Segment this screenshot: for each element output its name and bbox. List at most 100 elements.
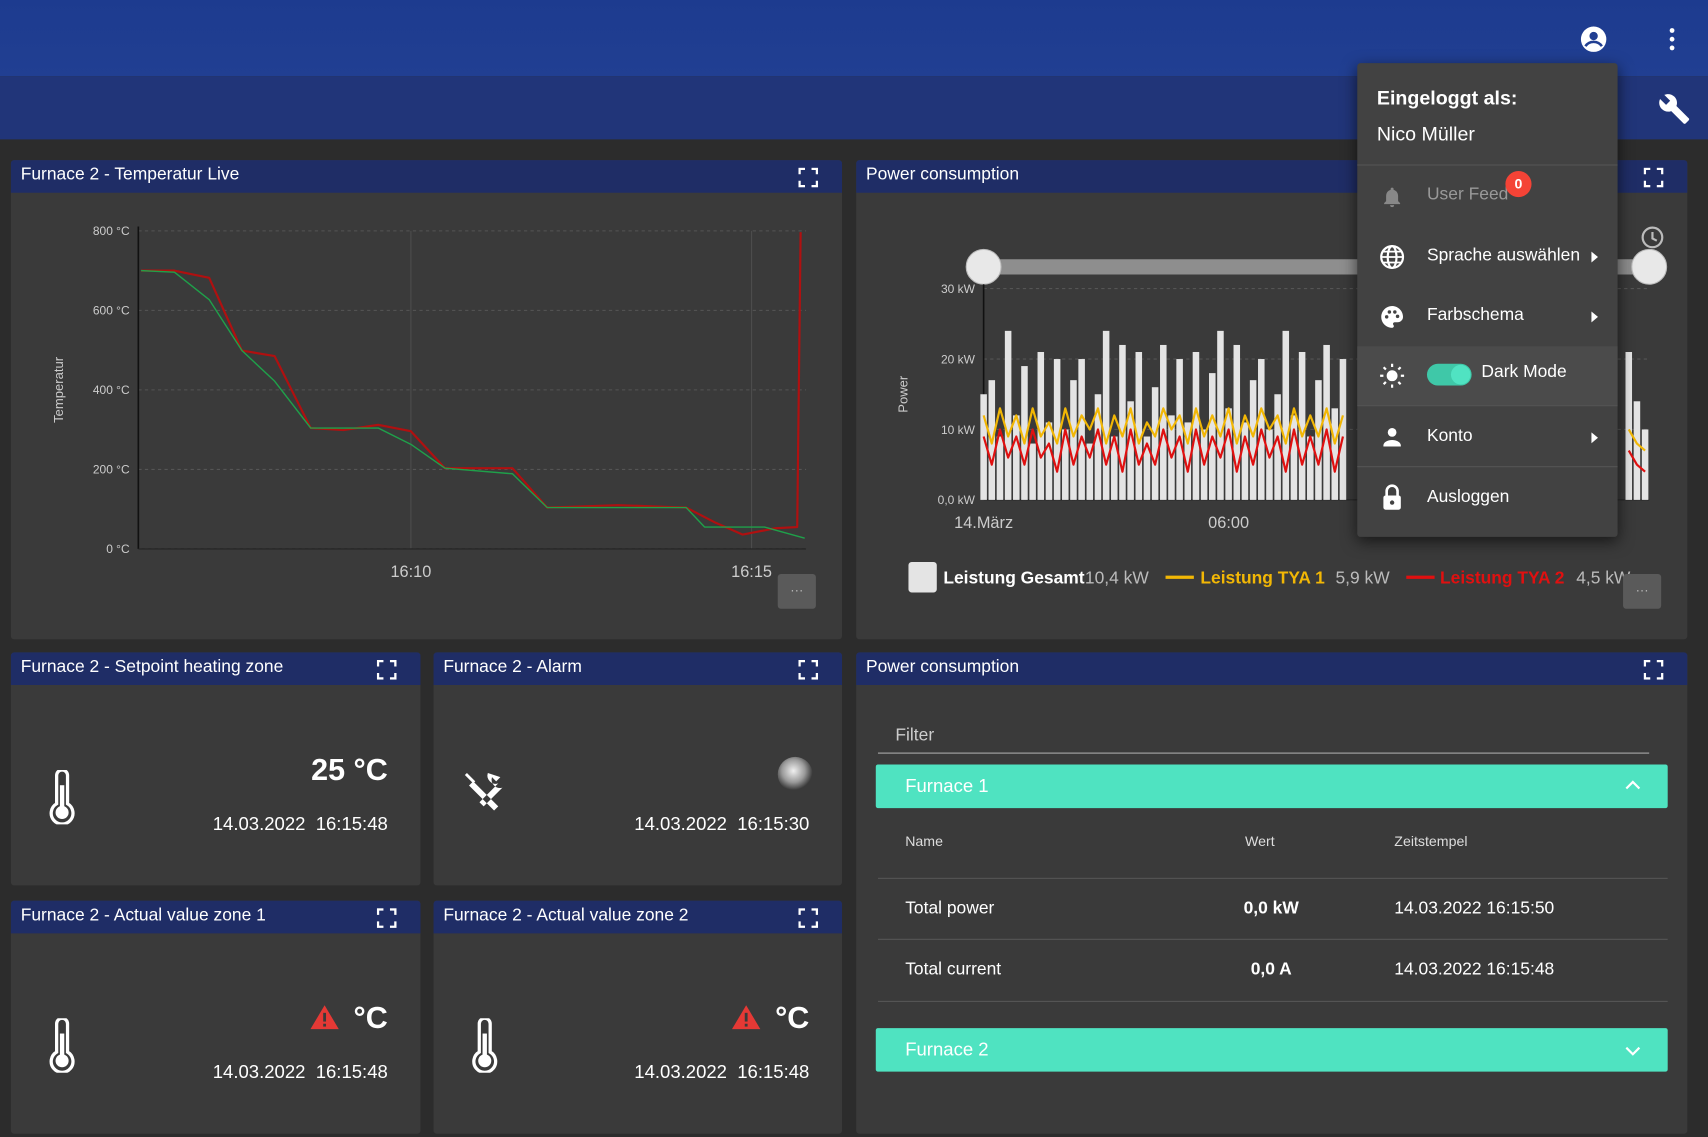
- chevron-up: [1625, 780, 1641, 790]
- bar: [1633, 401, 1641, 500]
- legend-label: Leistung TYA 2: [1440, 568, 1564, 588]
- palette-icon: [1381, 306, 1404, 328]
- badge: 0: [1505, 170, 1532, 198]
- tile-value: °C: [353, 1000, 388, 1035]
- card-title: Furnace 2 - Setpoint heating zone: [10, 652, 421, 686]
- series-line: [982, 428, 1646, 473]
- cell-timestamp: 14.03.2022 16:15:50: [1394, 899, 1555, 919]
- series-line: [141, 269, 805, 539]
- cell-name: Total current: [905, 960, 1002, 980]
- tile-timestamp: 14.03.2022 16:15:48: [634, 1061, 810, 1083]
- brightness-icon: [1380, 363, 1405, 388]
- y-axis-label: Power: [895, 375, 910, 413]
- bar: [1135, 351, 1143, 500]
- thermometer-icon: [49, 769, 75, 825]
- history-icon[interactable]: [1641, 226, 1664, 249]
- temperature-card: Furnace 2 - Temperatur Live 0 °C 200 °C 40…: [10, 160, 843, 640]
- bar: [1143, 436, 1151, 500]
- bar: [1307, 436, 1314, 500]
- bar: [1290, 415, 1298, 500]
- bar: [1062, 429, 1069, 500]
- bar: [1070, 380, 1077, 500]
- bar: [1241, 422, 1249, 500]
- bar: [1266, 429, 1273, 500]
- more-button[interactable]: ···: [1623, 573, 1662, 609]
- y-tick-label: 800 °C: [93, 224, 130, 238]
- filter-input[interactable]: Filter: [895, 726, 935, 745]
- legend-label: Leistung Gesamt: [943, 568, 1084, 588]
- warning-icon: [732, 1005, 761, 1030]
- bar: [1053, 359, 1061, 500]
- y-tick-label: 20 kW: [941, 352, 976, 366]
- wrench-icon[interactable]: [1658, 93, 1691, 126]
- fullscreen-icon[interactable]: [376, 659, 397, 680]
- tile-timestamp: 14.03.2022 16:15:30: [634, 813, 810, 835]
- menu-item[interactable]: User Feed: [1426, 185, 1509, 204]
- account-icon[interactable]: [1578, 24, 1609, 54]
- globe-icon: [1380, 245, 1405, 270]
- row-separator: [877, 938, 1668, 940]
- bar: [1045, 422, 1053, 500]
- group-header[interactable]: Furnace 2: [875, 1028, 1668, 1072]
- temperature-chart: 0 °C 200 °C 400 °C 600 °C 800 °C 16:10 16:15 Te…: [51, 224, 807, 581]
- tile-timestamp: 14.03.2022 16:15:48: [212, 1061, 388, 1083]
- toggle-knob: [1450, 364, 1471, 385]
- status-indicator: [777, 756, 813, 792]
- bar: [1013, 415, 1020, 500]
- bar: [1323, 344, 1330, 500]
- fullscreen-icon[interactable]: [798, 659, 819, 680]
- series-line: [982, 407, 1646, 452]
- bar: [1298, 351, 1306, 500]
- bar: [1127, 401, 1134, 500]
- menu-heading: Eingeloggt als:: [1376, 87, 1518, 109]
- bar: [1641, 429, 1649, 500]
- bar: [1111, 436, 1118, 500]
- bar: [1249, 380, 1257, 500]
- bell-icon: [1384, 187, 1401, 208]
- column-header: Name: [905, 833, 943, 850]
- fullscreen-icon[interactable]: [1643, 167, 1664, 188]
- menu-item[interactable]: Ausloggen: [1426, 487, 1510, 507]
- range-slider-handle[interactable]: [965, 248, 1002, 285]
- x-tick-label: 16:10: [390, 563, 431, 581]
- group-name: Furnace 2: [905, 1038, 989, 1060]
- bar: [1160, 344, 1167, 500]
- dark-mode-toggle[interactable]: [1426, 363, 1472, 386]
- x-tick-label: 16:15: [731, 563, 772, 581]
- x-tick-label: 06:00: [1208, 514, 1249, 532]
- more-button[interactable]: ···: [777, 573, 816, 609]
- fullscreen-icon[interactable]: [798, 167, 819, 188]
- cell-value: 0,0 kW: [1243, 899, 1299, 919]
- row-separator: [877, 877, 1668, 879]
- legend-value: 10,4 kW: [1085, 568, 1149, 588]
- fullscreen-icon[interactable]: [798, 908, 819, 928]
- alarm-card: Furnace 2 - Alarm 14.03.2022 16:15:30: [433, 652, 843, 886]
- submenu-arrow: [1591, 432, 1598, 444]
- user-menu: Eingeloggt als: Nico Müller User Feed 0 …: [1357, 63, 1618, 537]
- legend-value: 5,9 kW: [1335, 568, 1390, 588]
- fullscreen-icon[interactable]: [1643, 659, 1664, 680]
- menu-item[interactable]: Dark Mode: [1481, 362, 1567, 382]
- chevron-down: [1625, 1046, 1641, 1056]
- fullscreen-icon[interactable]: [376, 908, 397, 928]
- group-header[interactable]: Furnace 1: [875, 764, 1668, 809]
- row-separator: [877, 1000, 1668, 1002]
- bar: [1094, 394, 1102, 500]
- menu-item[interactable]: Sprache auswählen: [1426, 246, 1581, 265]
- legend-label: Leistung TYA 1: [1200, 568, 1325, 588]
- thermometer-icon: [49, 1018, 75, 1073]
- more-icon[interactable]: [1661, 26, 1683, 52]
- bar: [1225, 408, 1232, 500]
- y-axis-label: Temperatur: [51, 356, 66, 423]
- y-tick-label: 30 kW: [941, 282, 976, 296]
- column-header: Wert: [1245, 833, 1275, 850]
- range-slider-handle[interactable]: [1631, 248, 1668, 285]
- bar: [1331, 408, 1339, 500]
- card-title: Furnace 2 - Temperatur Live: [10, 160, 843, 193]
- lock-icon: [1383, 484, 1401, 510]
- menu-item[interactable]: Konto: [1426, 426, 1473, 446]
- tools-icon: [464, 772, 503, 811]
- group-name: Furnace 1: [905, 775, 989, 797]
- bar: [1004, 330, 1012, 500]
- menu-item[interactable]: Farbschema: [1426, 306, 1524, 325]
